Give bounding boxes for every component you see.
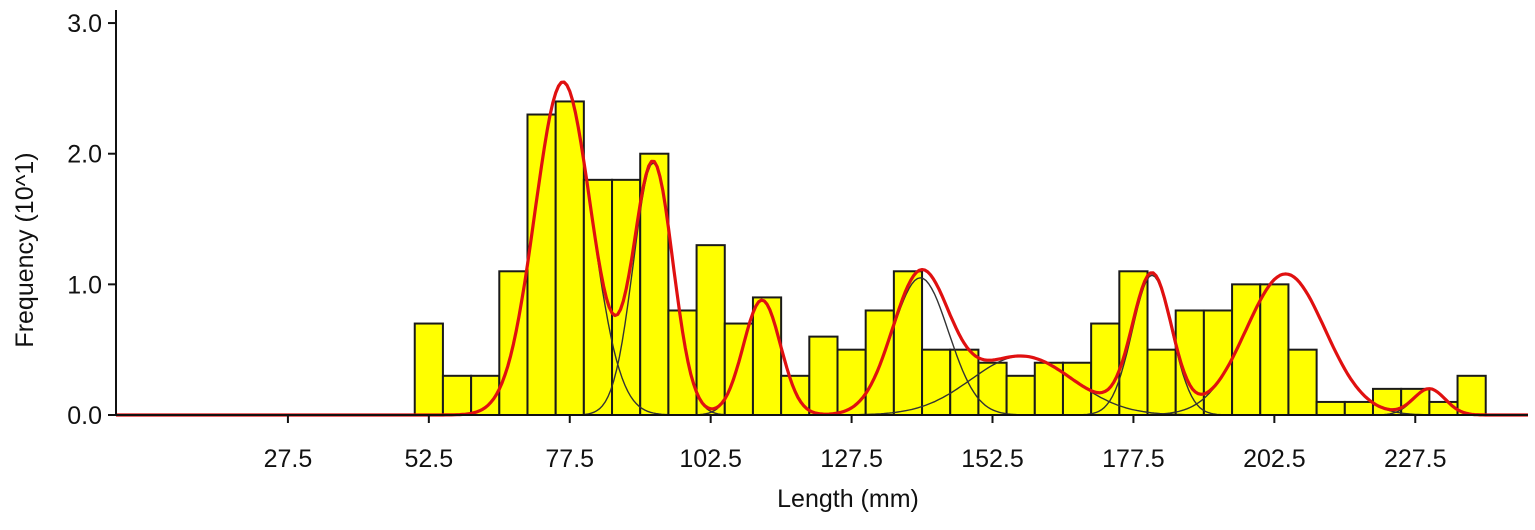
histogram-bar [836, 348, 867, 417]
histogram-bar [695, 244, 726, 416]
histogram-bar [1343, 400, 1374, 417]
histogram-bar [751, 296, 783, 416]
x-tick-label: 77.5 [545, 445, 594, 473]
histogram-bar [808, 335, 839, 417]
histogram-bar [1287, 348, 1318, 417]
histogram-bar [1259, 283, 1290, 416]
histogram-bar [977, 361, 1008, 417]
x-tick-label: 27.5 [264, 445, 313, 473]
histogram-bar [723, 322, 754, 417]
x-tick-label: 52.5 [405, 445, 454, 473]
histogram-bar [1456, 374, 1487, 417]
y-tick-label: 3.0 [67, 10, 102, 38]
histogram-bar [413, 322, 444, 417]
histogram-bars [413, 100, 1487, 417]
histogram-bar [892, 270, 924, 416]
axes [115, 10, 1528, 416]
histogram-bar [1005, 374, 1036, 417]
histogram-bar [1202, 309, 1234, 416]
x-tick-label: 102.5 [679, 445, 742, 473]
y-axis-ticks: 0.0 1.0 2.0 3.0 [67, 10, 116, 430]
x-axis-ticks: 27.5 52.5 77.5 102.5 127.5 152.5 177.5 202.5 227… [264, 415, 1447, 473]
histogram-bar [611, 178, 642, 416]
histogram-bar [1315, 400, 1346, 417]
x-tick-label: 202.5 [1243, 445, 1306, 473]
x-axis-title: Length (mm) [777, 485, 919, 513]
y-tick-label: 0.0 [67, 402, 102, 430]
histogram-bar [441, 374, 473, 417]
histogram-bar [554, 100, 585, 417]
y-axis-title: Frequency (10^1) [11, 152, 39, 347]
y-tick-label: 2.0 [67, 141, 102, 169]
histogram-bar [1090, 322, 1121, 417]
x-tick-label: 227.5 [1384, 445, 1447, 473]
x-tick-label: 152.5 [961, 445, 1024, 473]
x-tick-label: 177.5 [1102, 445, 1165, 473]
histogram-bar [864, 309, 895, 416]
histogram-bar [949, 348, 980, 417]
histogram-bar [1146, 348, 1177, 417]
x-tick-label: 127.5 [820, 445, 883, 473]
histogram-bar [1118, 270, 1149, 416]
y-tick-label: 1.0 [67, 271, 102, 299]
histogram-bar [1400, 387, 1431, 417]
